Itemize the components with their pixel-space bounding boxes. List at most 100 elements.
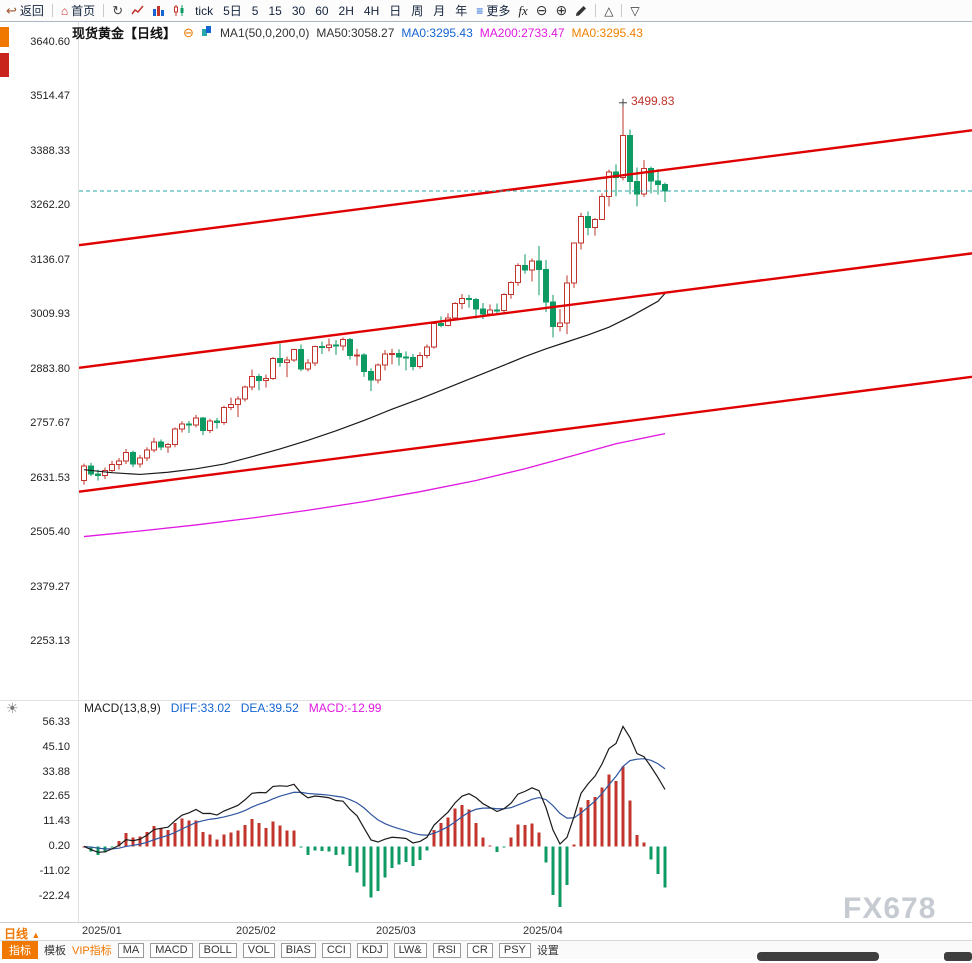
tab-vip-indicator[interactable]: VIP指标 [72, 945, 112, 957]
macd-histogram-bar [642, 842, 646, 847]
macd-histogram-bar [460, 805, 464, 847]
price-axis-label: 2757.67 [30, 417, 70, 430]
tab-indicator[interactable]: 指标 [2, 941, 38, 959]
macd-axis-label: 56.33 [42, 715, 70, 728]
tab-macd[interactable]: MACD [150, 942, 193, 958]
candle-body [81, 465, 87, 481]
macd-histogram-bar [439, 823, 443, 847]
tab-bias[interactable]: BIAS [280, 942, 316, 958]
candle-body [445, 317, 451, 326]
candle-body [207, 420, 213, 431]
more-button[interactable]: ≡ 更多 [476, 2, 510, 19]
horizontal-scrollbar-thumb[interactable] [757, 952, 879, 961]
macd-axis-label: 0.20 [48, 840, 70, 852]
macd-histogram-bar [215, 839, 219, 847]
fx678-watermark: FX678 [843, 892, 937, 925]
candle-body [592, 218, 598, 228]
timeframe-5d[interactable]: 5日 [223, 4, 242, 18]
ma0-value-orange: MA0:3295.43 [571, 25, 643, 40]
candle-body [130, 451, 136, 465]
tab-ma[interactable]: MA [117, 942, 145, 958]
tab-lw[interactable]: LW& [393, 942, 427, 958]
timeframe-30m[interactable]: 30 [291, 3, 306, 18]
candle-chart-icon[interactable] [173, 4, 186, 17]
home-icon: ⌂ [60, 3, 69, 18]
timeframe-week[interactable]: 周 [411, 4, 424, 18]
top-toolbar: ↩ 返回 ⌂ 首页 ↻ tick 5日 5 15 30 60 2H 4H 日 周… [0, 0, 972, 22]
candle-body [354, 354, 360, 357]
zoom-in-icon[interactable]: ⊕ [555, 2, 568, 18]
candle-body [431, 322, 437, 348]
line-chart-icon[interactable] [131, 4, 144, 17]
macd-diff-value: DIFF:33.02 [170, 701, 231, 715]
macd-histogram-bar [271, 821, 275, 847]
collapse-arrow-icon: ▲ [31, 930, 41, 940]
candle-body [270, 357, 276, 380]
macd-histogram-bar [614, 780, 618, 847]
candle-body [123, 451, 129, 462]
price-axis-label: 2253.13 [30, 635, 70, 647]
price-axis-label: 2883.80 [30, 362, 70, 375]
candle-body [480, 308, 486, 315]
timeframe-5m[interactable]: 5 [251, 3, 259, 18]
timeframe-month[interactable]: 月 [433, 4, 446, 18]
tab-vol[interactable]: VOL [242, 942, 275, 958]
left-tool-orange[interactable] [0, 27, 9, 47]
candle-body [396, 353, 402, 358]
left-tool-red[interactable] [0, 53, 9, 77]
candle-body [606, 171, 612, 197]
candle-body [515, 264, 521, 283]
macd-settings-label[interactable]: MACD(13,8,9) [84, 701, 161, 715]
tab-boll[interactable]: BOLL [198, 942, 237, 958]
timeframe-2h[interactable]: 2H [338, 3, 354, 18]
ma50-value: MA50:3058.27 [316, 25, 395, 40]
ma50-line [83, 293, 666, 476]
macd-histogram-bar [467, 809, 471, 847]
zoom-out-icon[interactable]: ⊖ [535, 2, 548, 18]
period-selector[interactable]: 日线 ▲ [4, 925, 40, 942]
scroll-up-icon[interactable]: △ [604, 3, 614, 18]
timeframe-15m[interactable]: 15 [268, 3, 282, 18]
candle-body [627, 135, 633, 182]
scrollbar-corner[interactable] [944, 952, 972, 961]
bar-chart-icon[interactable] [152, 4, 165, 17]
macd-histogram-bar [173, 822, 177, 847]
x-axis-label: 2025/01 [82, 925, 122, 937]
tab-settings[interactable]: 设置 [536, 945, 559, 957]
scroll-down-icon[interactable]: ▽ [630, 3, 640, 18]
candle-body [536, 260, 542, 270]
tab-cci[interactable]: CCI [321, 942, 351, 958]
symbol-name: 现货黄金 [72, 26, 125, 41]
back-button[interactable]: ↩ 返回 [6, 2, 44, 19]
trend-channel-line [78, 129, 972, 247]
tab-template[interactable]: 模板 [44, 945, 66, 957]
tab-kdj[interactable]: KDJ [356, 942, 388, 958]
tab-psy[interactable]: PSY [498, 942, 531, 958]
indicator-settings-sun-icon[interactable]: ☀ [6, 700, 19, 716]
tab-cr[interactable]: CR [466, 942, 493, 958]
tab-rsi[interactable]: RSI [432, 942, 461, 958]
candle-body [403, 356, 409, 359]
macd-histogram-bar [523, 824, 527, 847]
macd-histogram-bar [502, 846, 506, 848]
refresh-icon[interactable]: ↻ [112, 2, 124, 18]
timeframe-tick[interactable]: tick [195, 3, 214, 18]
macd-histogram-bar [481, 837, 485, 847]
timeframe-day[interactable]: 日 [389, 4, 402, 18]
candle-body [578, 216, 584, 244]
fx-indicator-button[interactable]: fx [518, 2, 528, 18]
timeframe-year[interactable]: 年 [455, 4, 468, 18]
candle-body [522, 264, 528, 271]
timeframe-4h[interactable]: 4H [363, 3, 380, 18]
home-button[interactable]: ⌂ 首页 [61, 2, 95, 19]
toolbar-divider [51, 4, 53, 17]
draw-pencil-icon[interactable] [575, 5, 587, 17]
macd-histogram-bar [299, 846, 303, 848]
ma-settings-label[interactable]: MA1(50,0,200,0) [219, 25, 310, 40]
timeframe-60m[interactable]: 60 [315, 3, 329, 18]
candle-body [487, 309, 493, 315]
more-icon: ≡ [476, 3, 484, 18]
period-selector-label: 日线 [4, 927, 29, 941]
collapse-indicator-icon[interactable]: ⊖ [183, 24, 194, 40]
price-axis-label: 3640.60 [30, 36, 70, 48]
